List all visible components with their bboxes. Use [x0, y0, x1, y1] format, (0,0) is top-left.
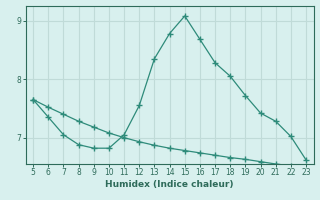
X-axis label: Humidex (Indice chaleur): Humidex (Indice chaleur) — [105, 180, 234, 189]
